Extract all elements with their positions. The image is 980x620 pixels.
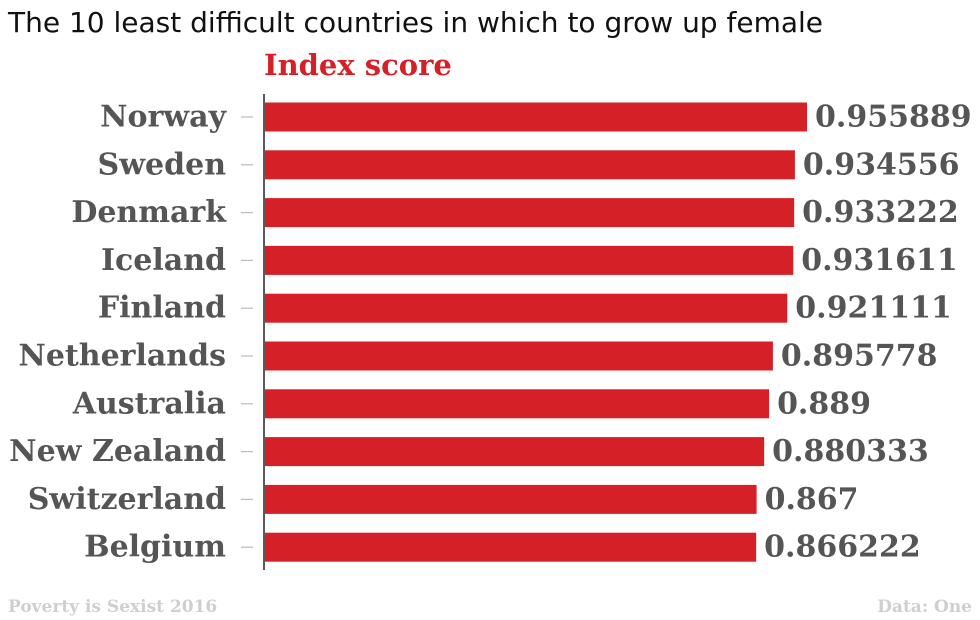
value-label: 0.889	[777, 386, 871, 421]
category-label: Australia	[72, 386, 226, 421]
bar	[265, 484, 757, 514]
bar	[265, 532, 757, 562]
category-label: Denmark	[71, 195, 227, 230]
category-label: Sweden	[98, 147, 227, 182]
value-label: 0.880333	[772, 434, 929, 469]
value-label: 0.955889	[815, 100, 972, 135]
category-label: New Zealand	[9, 434, 226, 469]
source-credit: Poverty is Sexist 2016	[8, 597, 218, 617]
value-label: 0.895778	[781, 339, 938, 374]
category-label: Iceland	[101, 243, 226, 278]
category-label: Belgium	[84, 530, 226, 565]
bar	[265, 293, 788, 323]
chart-subtitle: Index score	[264, 48, 452, 82]
data-credit: Data: One	[877, 597, 972, 617]
bar	[265, 341, 773, 371]
category-label: Switzerland	[28, 482, 226, 517]
bar	[265, 437, 765, 467]
value-label: 0.867	[765, 482, 859, 517]
bar	[265, 245, 794, 275]
value-label: 0.866222	[764, 530, 921, 565]
bar	[265, 198, 795, 228]
value-label: 0.921111	[795, 291, 952, 326]
category-label: Netherlands	[18, 339, 226, 374]
bar	[265, 389, 770, 419]
value-label: 0.934556	[803, 147, 960, 182]
bar	[265, 102, 807, 132]
category-label: Finland	[98, 291, 226, 326]
chart-title: The 10 least difficult countries in whic…	[8, 6, 824, 39]
value-label: 0.931611	[801, 243, 958, 278]
value-label: 0.933222	[802, 195, 959, 230]
category-label: Norway	[100, 100, 228, 135]
bar	[265, 150, 795, 180]
